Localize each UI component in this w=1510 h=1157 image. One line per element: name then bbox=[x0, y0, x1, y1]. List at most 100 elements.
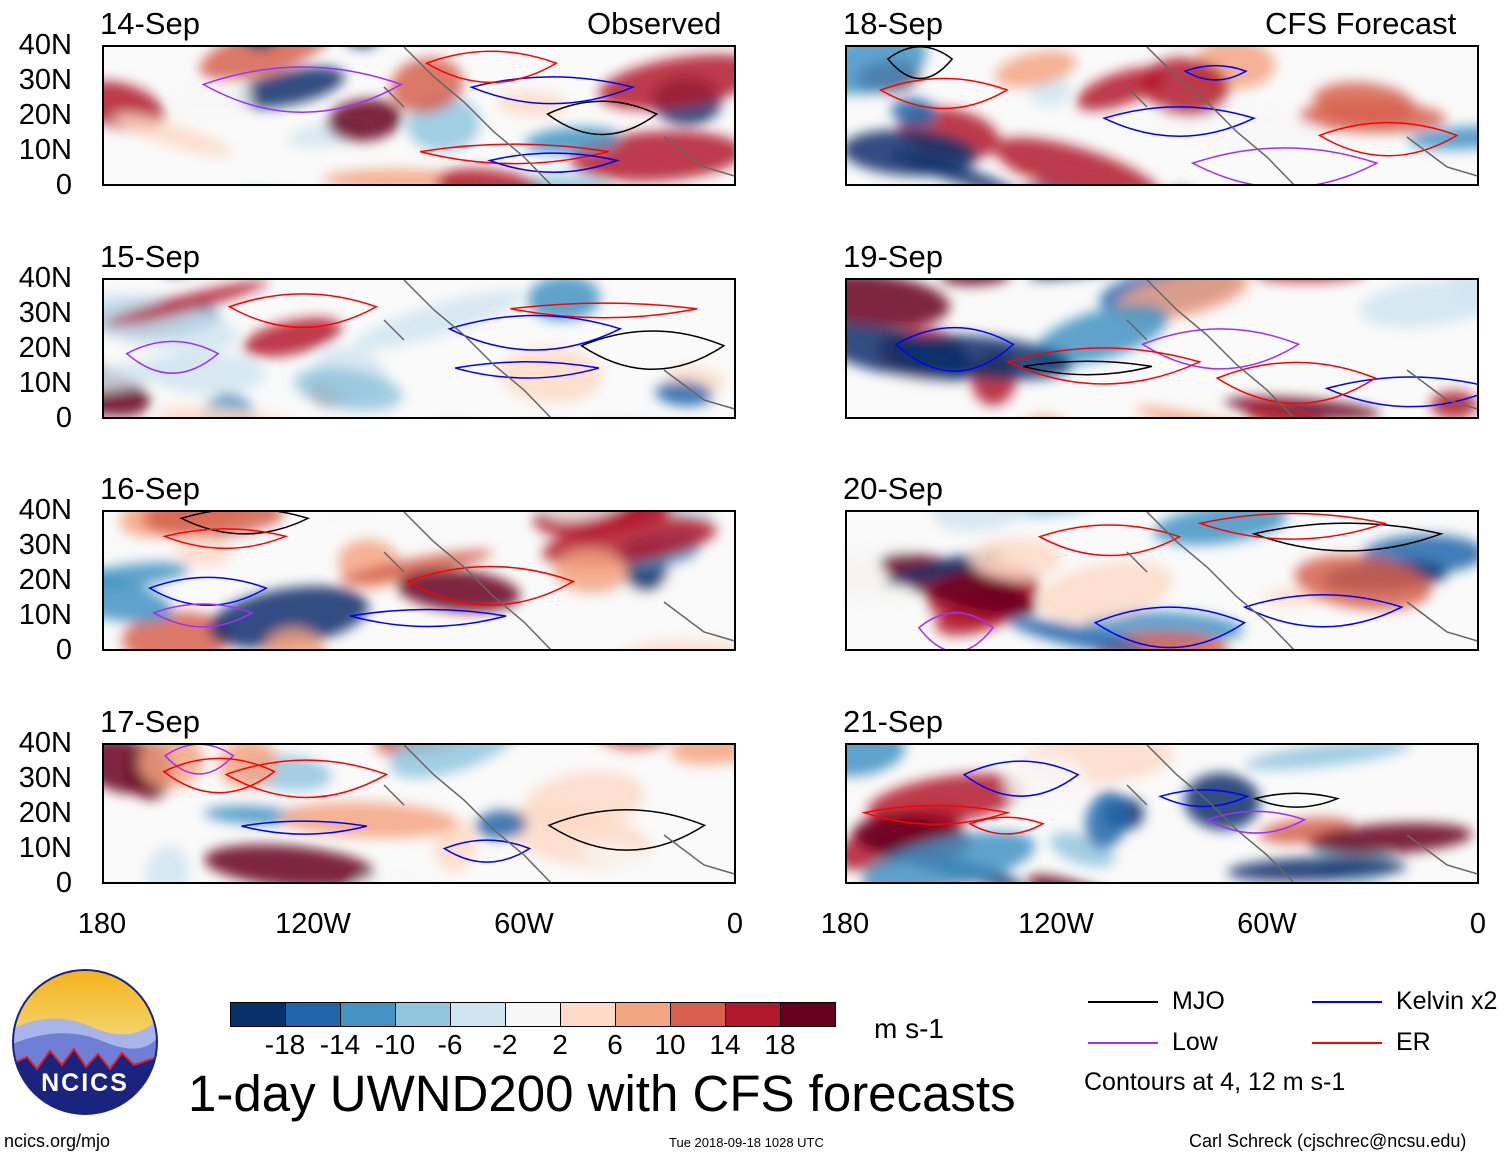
contour-line bbox=[1140, 328, 1301, 370]
contour-line bbox=[546, 100, 659, 136]
contour-line bbox=[1037, 524, 1182, 557]
wind-anomaly-blob bbox=[331, 512, 387, 520]
y-tick-label: 20N bbox=[18, 332, 72, 364]
forecast-label: CFS Forecast bbox=[1265, 6, 1457, 41]
contour-line bbox=[1197, 512, 1388, 540]
contour-line bbox=[1251, 522, 1444, 552]
y-tick-label: 30N bbox=[18, 64, 72, 96]
map-panel bbox=[102, 743, 736, 884]
y-tick-label: 20N bbox=[18, 797, 72, 829]
colorbar-label: 10 bbox=[654, 1029, 686, 1060]
wind-anomaly-blob bbox=[595, 745, 679, 750]
y-tick-label: 40N bbox=[18, 262, 72, 294]
wind-anomaly-blob bbox=[435, 168, 548, 184]
wind-anomaly-blob bbox=[1298, 101, 1447, 134]
wind-anomaly-blob bbox=[235, 66, 345, 108]
colorbar-label: -2 bbox=[492, 1029, 518, 1060]
contour-line bbox=[962, 760, 1080, 797]
contour-line bbox=[125, 340, 220, 374]
wind-anomaly-blob bbox=[218, 745, 279, 790]
wind-anomaly-blob bbox=[969, 538, 1062, 580]
colorbar-label: -6 bbox=[437, 1029, 463, 1060]
wind-anomaly-blob bbox=[1049, 832, 1115, 867]
wind-anomaly-blob bbox=[199, 47, 333, 82]
coastline bbox=[1126, 512, 1477, 649]
map-panel bbox=[845, 743, 1479, 884]
contour-line bbox=[547, 809, 707, 851]
colorbar-units: m s-1 bbox=[874, 1013, 944, 1044]
panel-date: 17-Sep bbox=[100, 704, 200, 739]
wind-anomaly-blob bbox=[243, 317, 342, 358]
wind-anomaly-blob bbox=[1224, 396, 1381, 417]
contour-line bbox=[1005, 347, 1202, 385]
wind-anomaly-blob bbox=[1038, 561, 1173, 622]
x-tick-label: 120W bbox=[275, 908, 351, 940]
y-tick-label: 40N bbox=[18, 727, 72, 759]
contour-line bbox=[163, 745, 235, 775]
wind-anomaly-blob bbox=[1408, 125, 1477, 150]
contour-line bbox=[406, 565, 576, 606]
wind-anomaly-blob bbox=[940, 280, 1011, 286]
y-tick-label: 40N bbox=[18, 29, 72, 61]
wind-anomaly-blob bbox=[1008, 617, 1151, 649]
wind-anomaly-blob bbox=[861, 831, 1036, 882]
panel-date: 14-Sep bbox=[100, 6, 200, 41]
wind-anomaly-blob bbox=[104, 359, 150, 417]
wind-anomaly-blob bbox=[104, 566, 174, 623]
map-panel bbox=[102, 45, 736, 186]
wind-anomaly-blob bbox=[104, 280, 268, 327]
x-tick-label: 180 bbox=[77, 908, 127, 940]
wind-anomaly-blob bbox=[187, 185, 313, 186]
wind-anomaly-blob bbox=[847, 129, 978, 176]
wind-anomaly-blob bbox=[279, 801, 458, 839]
wind-anomaly-blob bbox=[1076, 67, 1165, 111]
contour-line bbox=[579, 330, 726, 370]
colorbar-swatch bbox=[341, 1003, 396, 1026]
wind-anomaly-blob bbox=[847, 745, 906, 777]
contour-line bbox=[886, 47, 954, 80]
colorbar-label: 18 bbox=[764, 1029, 796, 1060]
contour-line bbox=[420, 143, 609, 165]
contour-line bbox=[151, 603, 254, 628]
wind-anomaly-blob bbox=[1027, 874, 1151, 882]
wind-anomaly-blob bbox=[327, 98, 402, 142]
wind-anomaly-blob bbox=[1227, 856, 1407, 882]
colorbar-label: -18 bbox=[264, 1029, 306, 1060]
contour-line bbox=[227, 293, 379, 328]
coastline bbox=[383, 512, 734, 649]
panel-date: 18-Sep bbox=[843, 6, 943, 41]
y-tick-label: 20N bbox=[18, 564, 72, 596]
wind-anomaly-blob bbox=[891, 97, 938, 127]
y-tick-label: 30N bbox=[18, 762, 72, 794]
observed-label: Observed bbox=[587, 6, 722, 41]
contour-line bbox=[241, 820, 367, 835]
contour-line bbox=[424, 50, 558, 84]
y-tick-label: 10N bbox=[18, 134, 72, 166]
y-tick-label: 0 bbox=[55, 634, 72, 666]
wind-anomaly-blob bbox=[670, 745, 734, 765]
legend-line bbox=[1088, 1042, 1158, 1044]
colorbar-swatch bbox=[561, 1003, 616, 1026]
coastline bbox=[1126, 47, 1477, 184]
wind-anomaly-blob bbox=[1026, 415, 1068, 417]
y-tick-label: 10N bbox=[18, 367, 72, 399]
wind-anomaly-blob bbox=[533, 512, 698, 537]
contour-line bbox=[487, 152, 620, 173]
y-tick-label: 10N bbox=[18, 599, 72, 631]
y-tick-label: 0 bbox=[55, 402, 72, 434]
wind-anomaly-blob bbox=[335, 47, 387, 48]
contour-line bbox=[1324, 376, 1477, 408]
colorbar-label: -10 bbox=[374, 1029, 416, 1060]
legend-label: ER bbox=[1396, 1028, 1431, 1056]
wind-anomaly-blob bbox=[527, 280, 601, 321]
footer-url[interactable]: ncics.org/mjo bbox=[4, 1131, 111, 1151]
panel-date: 21-Sep bbox=[843, 704, 943, 739]
colorbar-swatch bbox=[231, 1003, 286, 1026]
y-tick-label: 20N bbox=[18, 99, 72, 131]
wind-anomaly-blob bbox=[1135, 406, 1291, 417]
wind-anomaly-blob bbox=[500, 348, 603, 403]
map-panel bbox=[102, 278, 736, 419]
contour-line bbox=[1183, 64, 1248, 81]
wind-anomaly-blob bbox=[655, 380, 713, 407]
y-tick-label: 10N bbox=[18, 832, 72, 864]
